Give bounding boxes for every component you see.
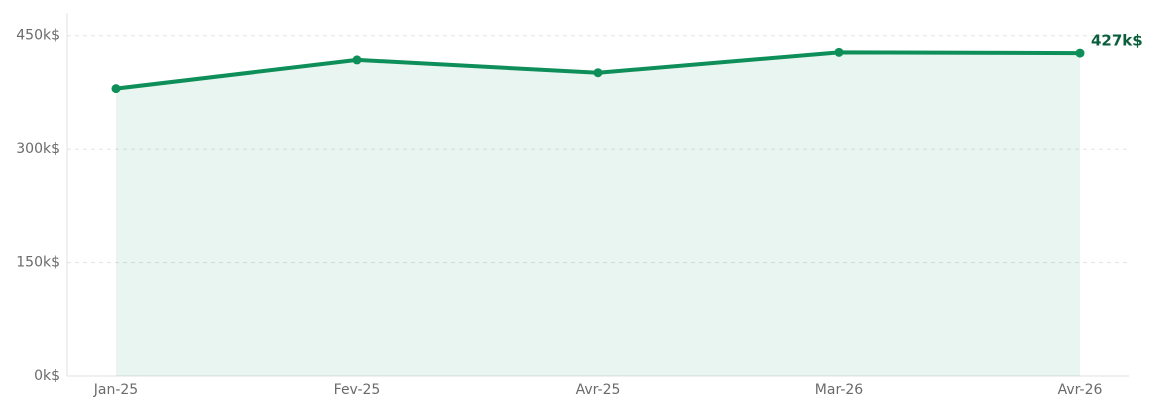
point — [352, 55, 362, 65]
x-tick-label: Mar-26 — [815, 382, 863, 398]
point — [1075, 48, 1085, 58]
point — [834, 47, 844, 57]
y-tick-label: 0k$ — [34, 368, 60, 384]
area — [116, 52, 1080, 376]
point — [111, 84, 121, 94]
point — [593, 68, 603, 78]
x-tick-label: Avr-25 — [576, 382, 621, 398]
y-tick-label: 300k$ — [16, 141, 60, 157]
x-tick-label: Jan-25 — [93, 382, 138, 398]
y-tick-label: 450k$ — [16, 28, 60, 44]
x-tick-label: Avr-26 — [1058, 382, 1103, 398]
x-tick-label: Fev-25 — [334, 382, 381, 398]
value-label: 427k$ — [1091, 32, 1143, 50]
y-tick-label: 150k$ — [16, 255, 60, 271]
